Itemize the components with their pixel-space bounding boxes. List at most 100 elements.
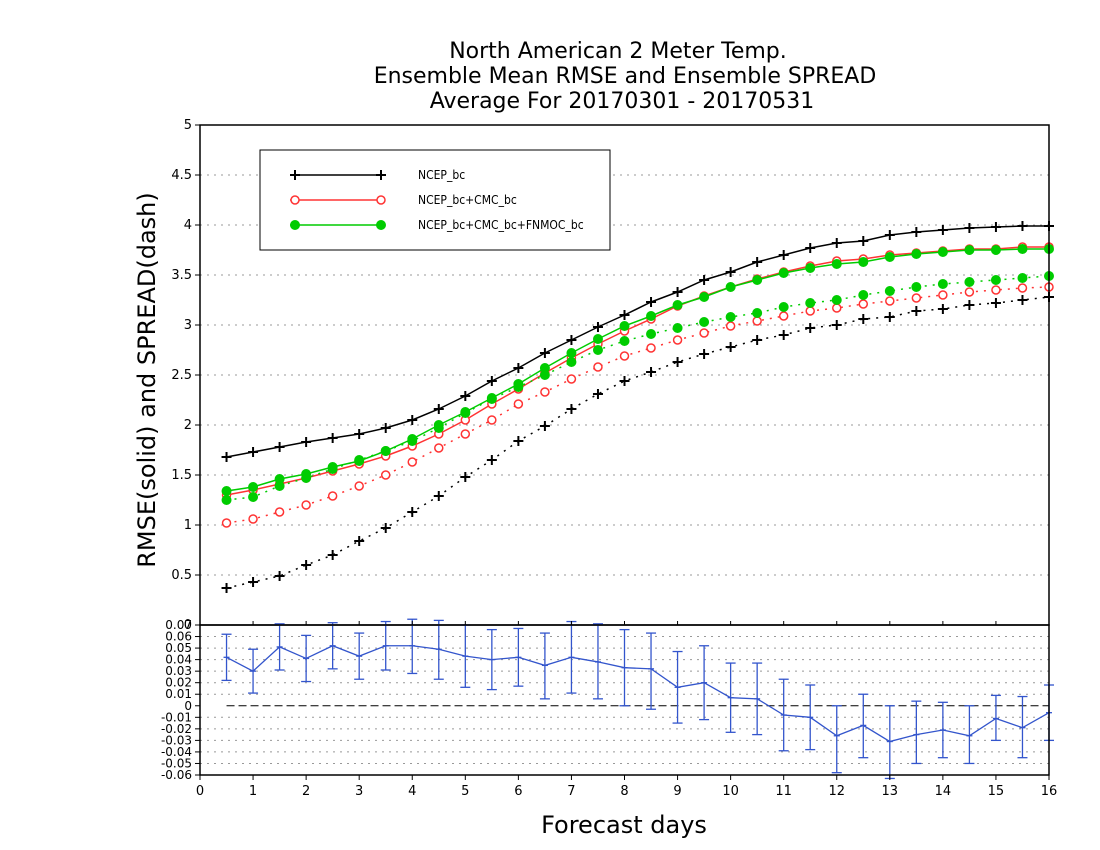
spread-point: [752, 335, 763, 345]
spread-point: [778, 311, 789, 321]
y-axis-label: RMSE(solid) and SPREAD(dash): [133, 192, 161, 568]
rmse-point: [911, 249, 922, 259]
upper-y-ticks: 0 0.5 1 1.5 2 2.5 3 3.5 4 4.5 5: [171, 118, 200, 633]
spread-point: [221, 518, 232, 528]
rmse-point: [274, 474, 285, 484]
rmse-point: [301, 469, 312, 479]
rmse-point: [619, 321, 630, 331]
rmse-point: [327, 462, 338, 472]
rmse-point: [964, 223, 975, 233]
x-tick-label: 14: [935, 784, 952, 799]
rmse-point: [539, 348, 550, 358]
spread-point: [407, 507, 418, 517]
rmse-point: [778, 268, 789, 278]
difference-line: [226, 645, 1050, 743]
legend-label: NCEP_bc+CMC_bc+FNMOC_bc: [418, 218, 584, 232]
spread-point: [566, 404, 577, 414]
spread-point: [460, 429, 471, 439]
x-axis-ticks: 0 1 2 3 4 5 6 7 8 9 10 11 12 13 14 15 16: [196, 621, 1057, 799]
rmse-point: [460, 407, 471, 417]
spread-point: [752, 308, 763, 318]
upper-y-tick-label: 3.5: [171, 268, 192, 283]
x-tick-label: 7: [567, 784, 575, 799]
spread-point: [274, 571, 285, 581]
spread-point: [221, 495, 232, 505]
rmse-point: [831, 238, 842, 248]
lower-y-tick-label: -0.01: [161, 710, 192, 724]
spread-point: [513, 399, 524, 409]
spread-point: [221, 583, 232, 593]
spread-point: [592, 389, 603, 399]
upper-y-tick-label: 1.5: [171, 468, 192, 483]
lower-y-tick-label: 0.07: [165, 618, 192, 632]
x-tick-label: 6: [514, 784, 522, 799]
rmse-line: [226, 225, 1049, 458]
spread-point: [805, 298, 816, 308]
spread-point: [301, 560, 312, 570]
spread-point: [354, 536, 365, 546]
spread-point: [301, 500, 311, 510]
series-1: [221, 242, 1054, 528]
spread-point: [460, 472, 471, 482]
spread-point: [672, 323, 683, 333]
rmse-point: [592, 322, 603, 332]
chart-titles: North American 2 Meter Temp. Ensemble Me…: [374, 39, 877, 114]
upper-y-tick-label: 4: [184, 218, 192, 233]
legend-label: NCEP_bc+CMC_bc: [418, 193, 517, 207]
rmse-point: [964, 245, 975, 255]
legend-marker: [290, 170, 300, 180]
spread-point: [327, 491, 338, 501]
legend-label: NCEP_bc: [418, 168, 465, 182]
upper-y-tick-label: 0: [184, 618, 192, 633]
spread-point: [805, 323, 816, 333]
spread-point: [990, 298, 1001, 308]
x-tick-label: 3: [355, 784, 363, 799]
rmse-point: [380, 423, 391, 433]
spread-point: [592, 345, 603, 355]
spread-point: [434, 443, 444, 453]
rmse-point: [407, 434, 418, 444]
chart-title-line-2: Ensemble Mean RMSE and Ensemble SPREAD: [374, 64, 877, 89]
rmse-point: [327, 433, 338, 443]
spread-point: [566, 374, 577, 384]
spread-point: [911, 282, 922, 292]
spread-point: [938, 290, 948, 300]
spread-point: [832, 303, 842, 313]
rmse-point: [1017, 244, 1028, 254]
spread-point: [619, 376, 630, 386]
spread-point: [937, 279, 948, 289]
rmse-point: [301, 437, 312, 447]
spread-point: [778, 330, 789, 340]
rmse-point: [248, 482, 259, 492]
rmse-point: [752, 257, 763, 267]
spread-point: [433, 491, 444, 501]
spread-point: [539, 421, 550, 431]
rmse-point: [1017, 221, 1028, 231]
rmse-point: [619, 310, 630, 320]
spread-point: [725, 321, 736, 331]
spread-point: [646, 329, 657, 339]
rmse-point: [646, 311, 657, 321]
lower-difference-series: [221, 618, 1054, 780]
x-tick-label: 16: [1041, 784, 1058, 799]
spread-point: [725, 342, 736, 352]
spread-point: [911, 293, 922, 303]
rmse-point: [539, 363, 550, 373]
rmse-point: [407, 415, 418, 425]
spread-point: [354, 481, 364, 491]
rmse-point: [646, 297, 657, 307]
rmse-point: [354, 429, 365, 439]
spread-point: [566, 357, 577, 367]
spread-point: [407, 457, 417, 467]
rmse-point: [566, 335, 577, 345]
legend-marker: [290, 220, 300, 230]
lower-y-tick-label: 0.06: [165, 630, 192, 644]
lower-y-tick-label: -0.04: [161, 745, 192, 759]
spread-point: [513, 436, 524, 446]
spread-point: [486, 455, 497, 465]
x-tick-label: 4: [408, 784, 416, 799]
legend: NCEP_bc NCEP_bc+CMC_bc NCEP_bc+CMC_bc+FNMO…: [259, 149, 611, 251]
rmse-point: [248, 447, 259, 457]
rmse-point: [672, 287, 683, 297]
spread-point: [725, 312, 736, 322]
